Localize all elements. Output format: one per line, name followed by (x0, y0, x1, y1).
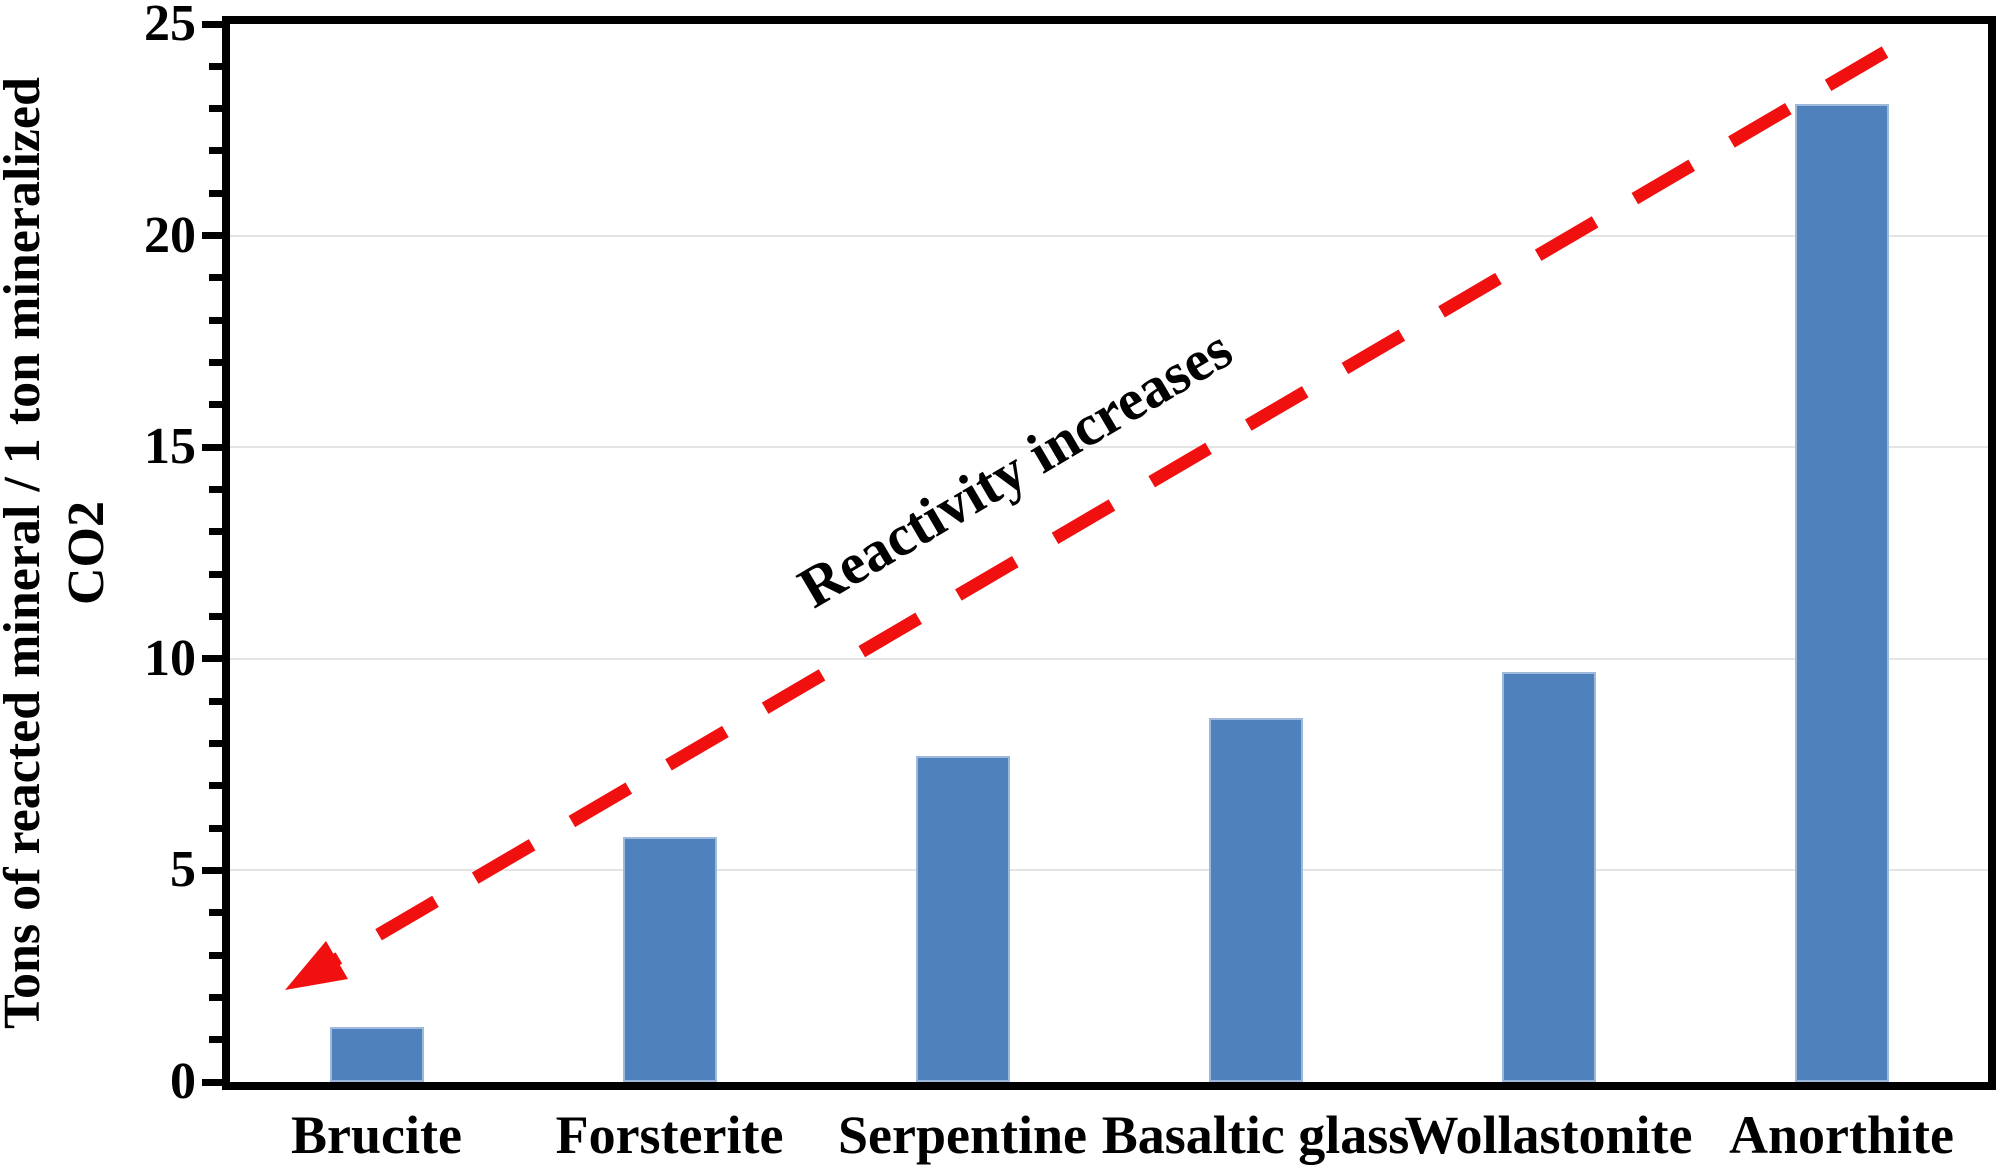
minor-tick-23 (209, 105, 222, 113)
minor-tick-2 (209, 993, 222, 1001)
major-tick-25 (202, 20, 222, 28)
gridline-5 (230, 869, 1988, 872)
minor-tick-8 (209, 739, 222, 747)
major-tick-15 (202, 443, 222, 451)
minor-tick-4 (209, 909, 222, 917)
ytick-label-15: 15 (144, 418, 196, 476)
major-tick-0 (202, 1078, 222, 1086)
ytick-label-20: 20 (144, 206, 196, 264)
bar-wollastonite (1501, 671, 1596, 1082)
major-tick-20 (202, 232, 222, 240)
minor-tick-6 (209, 824, 222, 832)
ytick-label-0: 0 (170, 1053, 196, 1110)
minor-tick-9 (209, 697, 222, 705)
xcat-label-basaltic-glass: Basaltic glass (1101, 1105, 1410, 1165)
gridline-20 (230, 234, 1988, 237)
xcat-label-serpentine: Serpentine (838, 1105, 1087, 1165)
ytick-label-5: 5 (170, 841, 196, 899)
y-axis-title-line2: CO2 (58, 501, 115, 605)
y-axis-title: Tons of reacted mineral / 1 ton minerali… (0, 3, 123, 1103)
minor-tick-7 (209, 782, 222, 790)
minor-tick-1 (209, 1036, 222, 1044)
ytick-label-25: 25 (144, 0, 196, 52)
minor-tick-24 (209, 62, 222, 70)
xcat-label-anorthite: Anorthite (1729, 1105, 1954, 1165)
minor-tick-18 (209, 316, 222, 324)
major-tick-5 (202, 866, 222, 874)
bar-anorthite (1794, 104, 1889, 1082)
minor-tick-13 (209, 528, 222, 536)
minor-tick-17 (209, 359, 222, 367)
xcat-label-wollastonite: Wollastonite (1404, 1105, 1693, 1165)
major-tick-10 (202, 655, 222, 663)
minor-tick-11 (209, 612, 222, 620)
minor-tick-14 (209, 486, 222, 494)
ytick-label-10: 10 (144, 629, 196, 687)
bar-basaltic-glass (1208, 718, 1303, 1082)
minor-tick-16 (209, 401, 222, 409)
minor-tick-21 (209, 189, 222, 197)
minor-tick-19 (209, 274, 222, 282)
bar-serpentine (915, 756, 1010, 1082)
bar-brucite (329, 1026, 424, 1082)
minor-tick-3 (209, 951, 222, 959)
xcat-label-brucite: Brucite (291, 1105, 462, 1165)
gridline-10 (230, 657, 1988, 660)
y-axis-title-line1: Tons of reacted mineral / 1 ton minerali… (0, 77, 51, 1029)
bar-forsterite (622, 836, 717, 1082)
minor-tick-22 (209, 147, 222, 155)
minor-tick-12 (209, 570, 222, 578)
plot-area (230, 24, 1988, 1082)
xcat-label-forsterite: Forsterite (555, 1105, 784, 1165)
